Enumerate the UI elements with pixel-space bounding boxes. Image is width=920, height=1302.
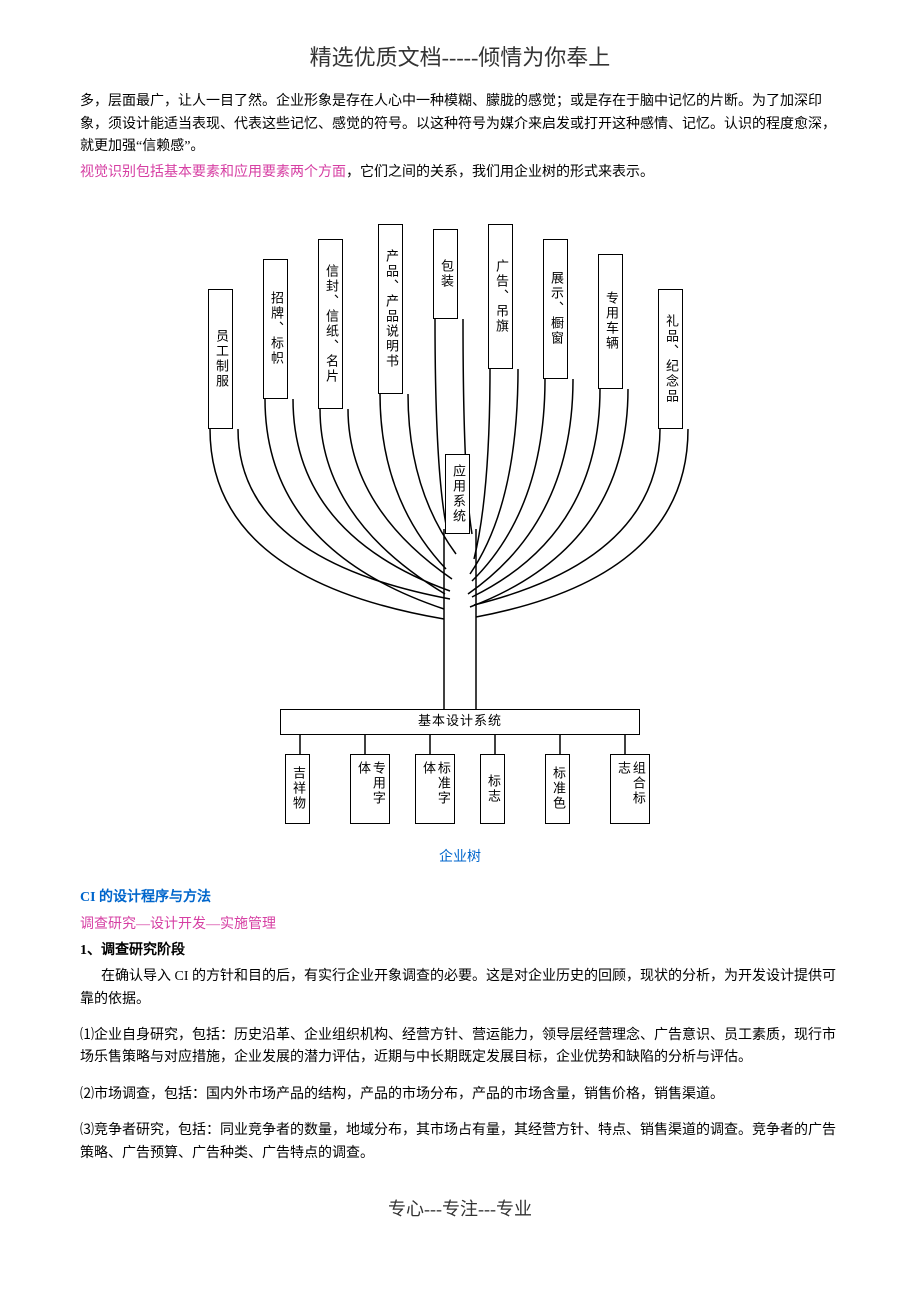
branch-uniform: 员工制服	[208, 289, 233, 429]
branch-advertising: 广告、吊旗	[488, 224, 513, 369]
root-combo-logo: 组合标志	[610, 754, 650, 824]
root-std-color: 标准色	[545, 754, 570, 824]
highlight-text: 视觉识别包括基本要素和应用要素两个方面	[80, 165, 346, 180]
paragraph-visual-id: 视觉识别包括基本要素和应用要素两个方面，它们之间的关系，我们用企业树的形式来表示…	[80, 162, 840, 184]
stages-line: 调查研究—设计开发—实施管理	[80, 914, 840, 936]
trunk-application-system: 应用系统	[445, 454, 470, 534]
enterprise-tree-diagram: 员工制服 招牌、标帜 信封、信纸、名片 产品、产品说明书 包装 广告、吊旗 展示…	[180, 199, 740, 839]
basic-design-system-title: 基本设计系统	[280, 709, 640, 735]
page-header: 精选优质文档-----倾情为你奉上	[80, 40, 840, 75]
paragraph-intro: 多，层面最广，让人一目了然。企业形象是存在人心中一种模糊、朦胧的感觉；或是存在于…	[80, 91, 840, 158]
root-std-font: 标准字体	[415, 754, 455, 824]
branch-signboard: 招牌、标帜	[263, 259, 288, 399]
diagram-caption: 企业树	[80, 847, 840, 869]
page-footer: 专心---专注---专业	[80, 1195, 840, 1224]
root-mascot: 吉祥物	[285, 754, 310, 824]
branch-display: 展示、橱窗	[543, 239, 568, 379]
branch-gifts: 礼品、纪念品	[658, 289, 683, 429]
root-typeface: 专用字体	[350, 754, 390, 824]
branch-stationery: 信封、信纸、名片	[318, 239, 343, 409]
section-title-ci-design: CI 的设计程序与方法	[80, 887, 840, 909]
stage1-item-2: ⑵市场调查，包括：国内外市场产品的结构，产品的市场分布，产品的市场含量，销售价格…	[80, 1084, 840, 1106]
stage1-intro: 在确认导入 CI 的方针和目的后，有实行企业开象调查的必要。这是对企业历史的回顾…	[80, 966, 840, 1011]
branch-vehicle: 专用车辆	[598, 254, 623, 389]
branch-product: 产品、产品说明书	[378, 224, 403, 394]
stage1-item-3: ⑶竞争者研究，包括：同业竞争者的数量，地域分布，其市场占有量，其经营方针、特点、…	[80, 1120, 840, 1165]
branch-packaging: 包装	[433, 229, 458, 319]
stage1-title: 1、调查研究阶段	[80, 940, 840, 962]
root-logo: 标志	[480, 754, 505, 824]
stage1-item-1: ⑴企业自身研究，包括：历史沿革、企业组织机构、经营方针、营运能力，领导层经营理念…	[80, 1025, 840, 1070]
body-text: ，它们之间的关系，我们用企业树的形式来表示。	[346, 165, 654, 180]
